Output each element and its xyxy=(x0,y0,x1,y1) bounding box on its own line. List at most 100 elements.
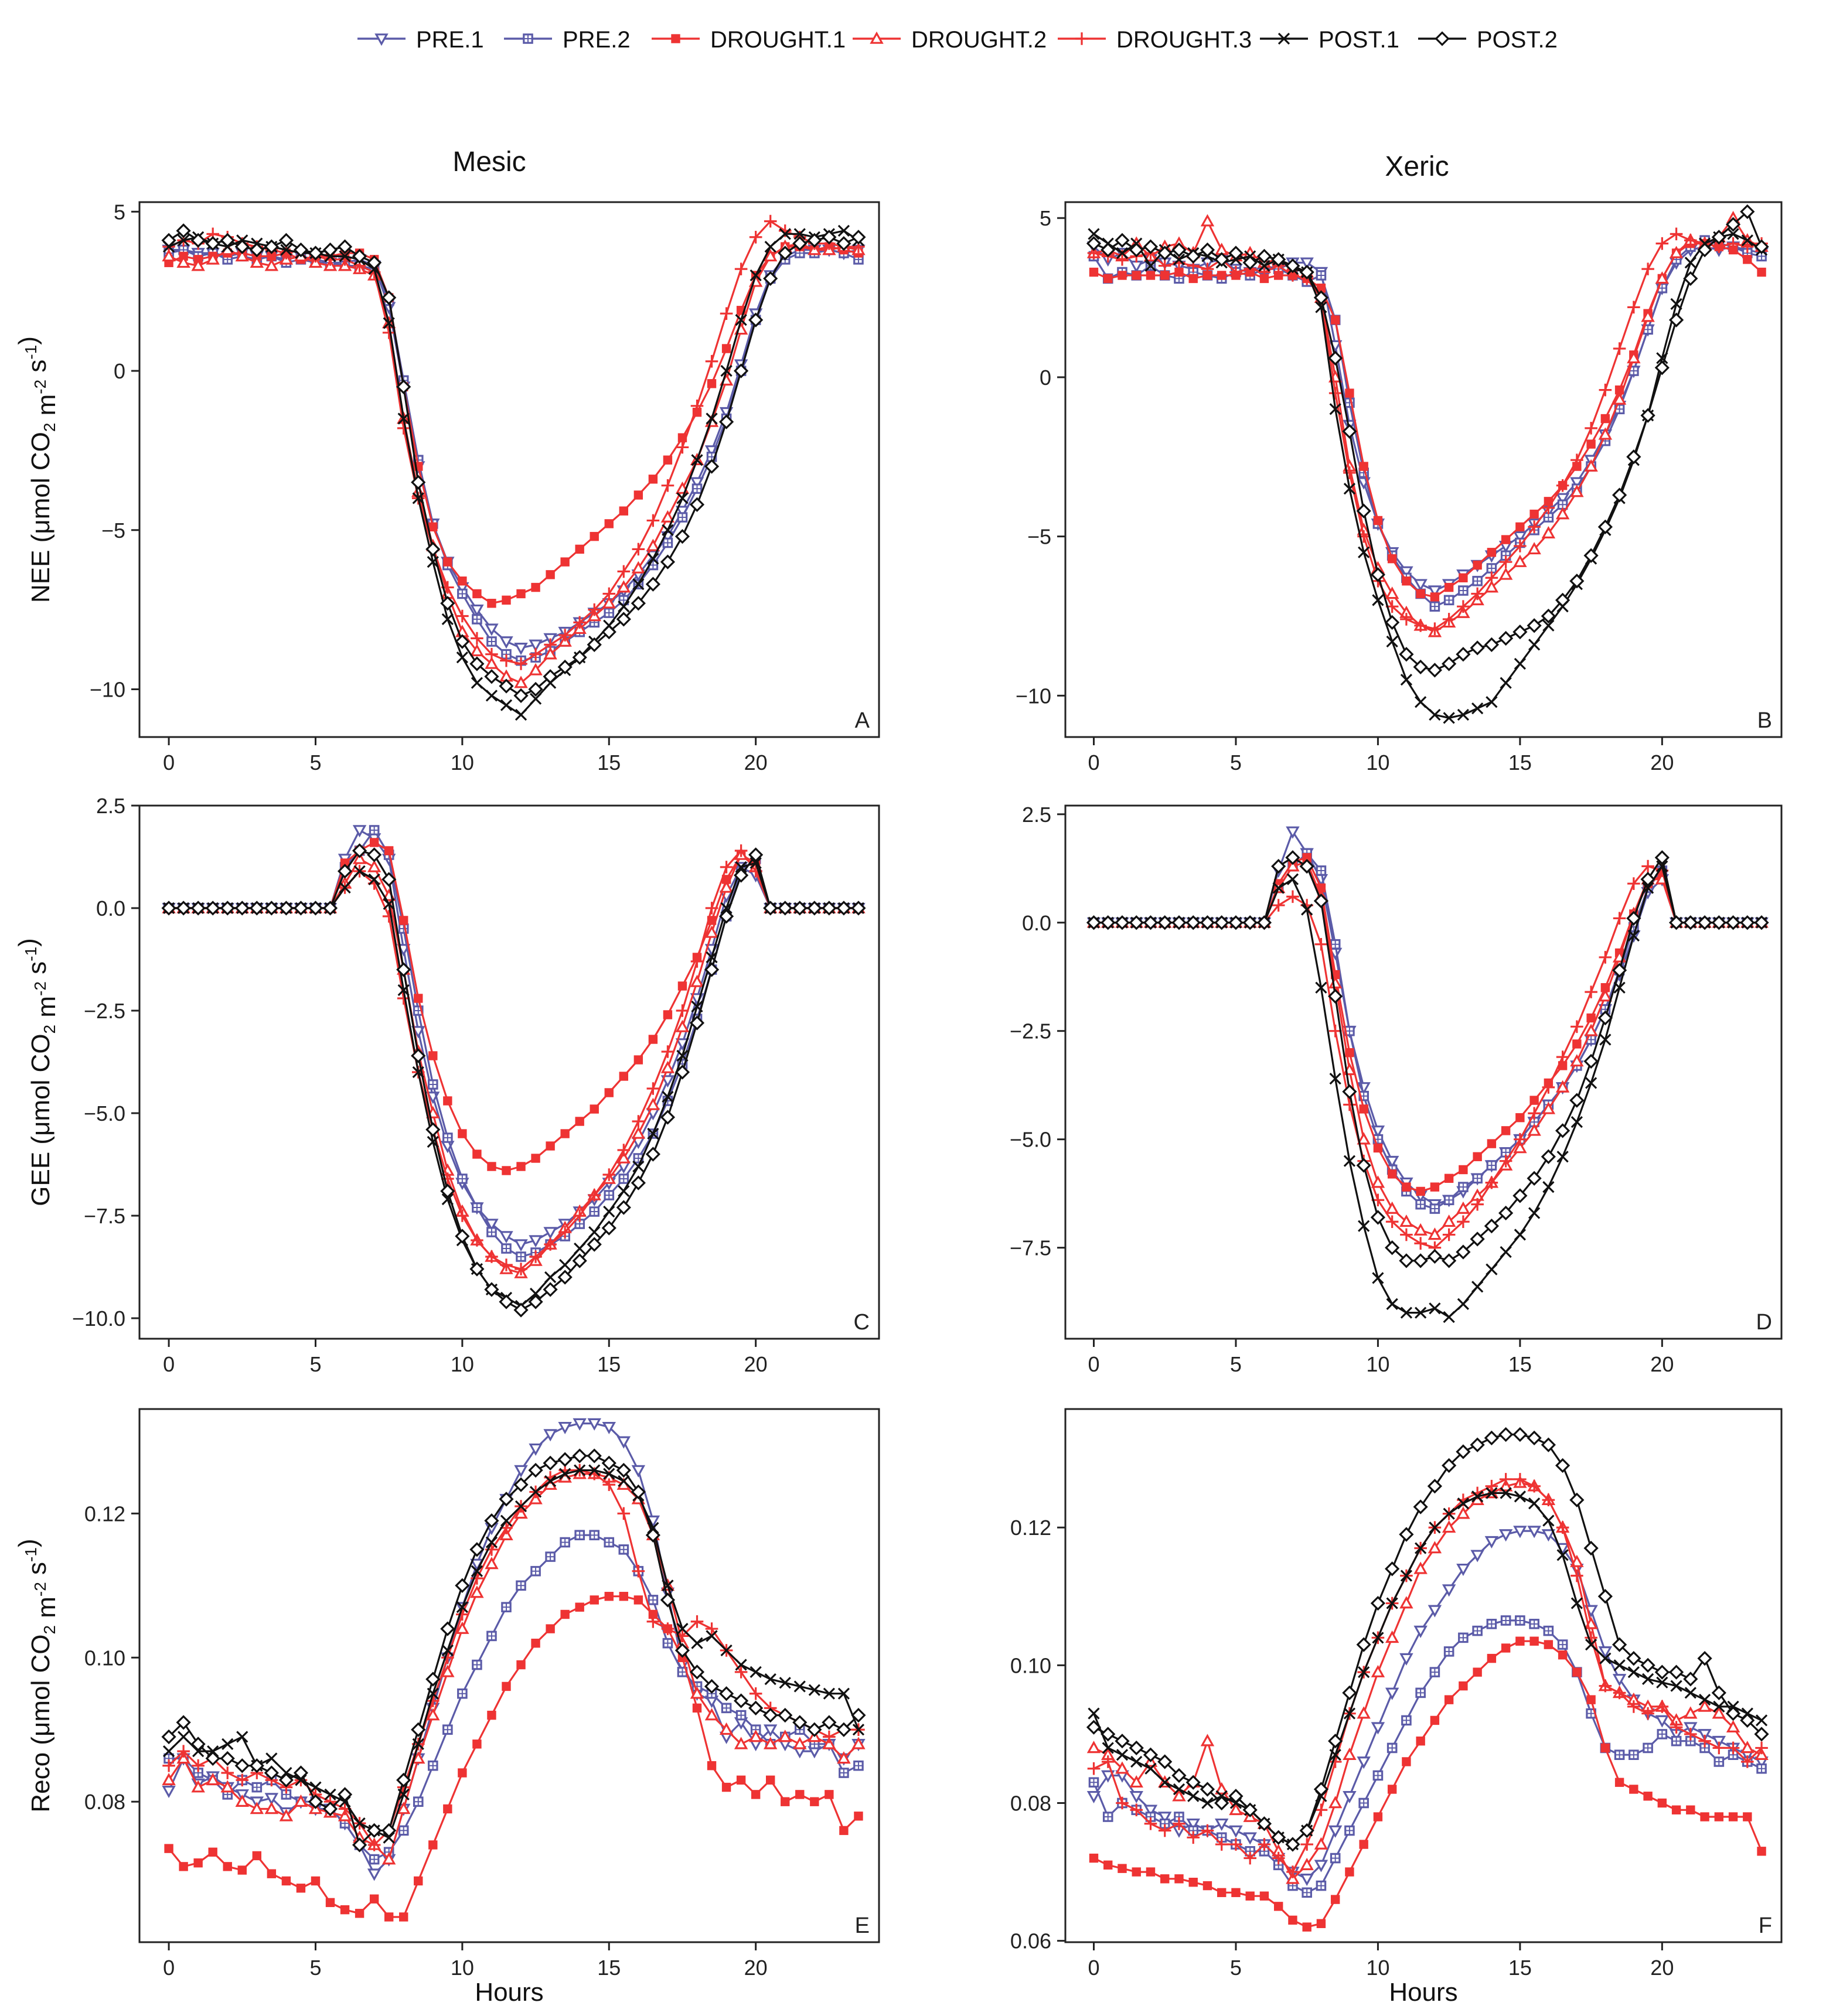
data-point xyxy=(381,872,397,887)
data-point xyxy=(220,233,235,248)
legend-marker xyxy=(374,33,389,46)
data-point xyxy=(1358,546,1370,558)
data-point xyxy=(1572,1039,1582,1049)
data-point xyxy=(457,1688,468,1699)
data-point xyxy=(749,1687,762,1700)
data-point xyxy=(1171,1768,1187,1783)
data-point xyxy=(588,603,601,616)
data-point xyxy=(839,1826,849,1836)
data-point xyxy=(1328,387,1342,400)
data-point xyxy=(1101,915,1116,930)
data-point xyxy=(633,490,643,500)
data-point xyxy=(1515,1113,1525,1123)
data-point xyxy=(1442,1458,1457,1473)
panel-letter: E xyxy=(855,1913,870,1938)
data-point xyxy=(1643,1792,1653,1801)
data-point xyxy=(1373,1143,1383,1153)
data-point xyxy=(1271,858,1286,874)
x-tick-label: 20 xyxy=(744,1352,768,1376)
data-point xyxy=(485,1250,498,1263)
data-point xyxy=(748,1700,764,1715)
data-point xyxy=(293,900,309,916)
data-point xyxy=(469,1261,485,1277)
data-point xyxy=(455,1229,470,1244)
data-point xyxy=(1514,1132,1527,1146)
data-point xyxy=(792,900,808,916)
data-point xyxy=(1174,1874,1184,1884)
data-point xyxy=(1528,639,1541,651)
legend-marker xyxy=(1277,32,1290,45)
data-point xyxy=(647,552,659,565)
data-point xyxy=(1102,1812,1113,1822)
data-point xyxy=(369,825,380,835)
data-point xyxy=(1444,582,1454,592)
data-point xyxy=(1597,1010,1613,1026)
data-point xyxy=(471,1234,483,1247)
data-point xyxy=(1513,554,1527,567)
data-point xyxy=(1299,264,1314,280)
data-point xyxy=(1087,1762,1101,1775)
data-point xyxy=(852,1724,865,1736)
data-point xyxy=(1442,1584,1456,1597)
data-point xyxy=(721,1782,731,1792)
data-point xyxy=(502,595,511,605)
legend-marker xyxy=(1075,32,1088,45)
data-point xyxy=(1259,1891,1269,1901)
data-point xyxy=(1188,1878,1198,1887)
data-point xyxy=(1714,1812,1724,1821)
data-point xyxy=(1529,509,1539,519)
data-point xyxy=(441,613,454,626)
data-point xyxy=(660,510,675,523)
data-point xyxy=(1556,1050,1569,1063)
data-point xyxy=(1641,262,1654,275)
data-point xyxy=(558,629,571,642)
data-point xyxy=(1654,360,1670,376)
data-point xyxy=(851,1708,866,1723)
data-point xyxy=(1683,271,1698,286)
data-point xyxy=(1470,640,1485,656)
data-point xyxy=(220,900,235,916)
plot-frame xyxy=(1064,804,1783,1340)
data-point xyxy=(456,609,469,623)
data-point xyxy=(1356,503,1371,519)
data-point xyxy=(499,1527,513,1541)
data-point xyxy=(1158,1812,1172,1824)
data-point xyxy=(337,239,353,254)
data-point xyxy=(677,512,688,523)
data-point xyxy=(560,1609,570,1619)
data-point xyxy=(1543,1625,1554,1636)
data-point xyxy=(705,902,718,915)
data-point xyxy=(515,708,527,721)
data-point xyxy=(1627,1700,1640,1713)
data-point xyxy=(807,233,822,248)
data-point xyxy=(1231,1888,1241,1898)
data-point xyxy=(1484,1536,1499,1549)
data-point xyxy=(502,1681,511,1691)
data-point xyxy=(487,599,496,608)
data-point xyxy=(631,561,646,574)
series-post-2 xyxy=(161,843,866,1318)
data-point xyxy=(426,1708,440,1721)
data-point xyxy=(604,1190,615,1200)
data-point xyxy=(1245,1891,1255,1901)
data-point xyxy=(1429,1302,1441,1315)
data-point xyxy=(1399,1527,1414,1542)
data-point xyxy=(1527,1123,1541,1136)
data-point xyxy=(1144,1762,1157,1775)
data-point xyxy=(1228,1789,1244,1804)
data-point xyxy=(1373,1812,1383,1821)
data-point xyxy=(661,1045,674,1058)
plot-frame xyxy=(138,804,880,1340)
data-point xyxy=(1315,981,1327,994)
data-point xyxy=(251,1782,263,1793)
data-point xyxy=(236,1731,248,1743)
data-point xyxy=(1472,1625,1483,1636)
data-point xyxy=(1273,1902,1283,1911)
data-point xyxy=(1272,882,1285,894)
data-point xyxy=(234,900,250,916)
series-post-2 xyxy=(161,1448,866,1853)
data-point xyxy=(1188,274,1198,284)
data-point xyxy=(1242,915,1258,930)
data-point xyxy=(645,577,661,592)
data-point xyxy=(1345,1867,1354,1877)
